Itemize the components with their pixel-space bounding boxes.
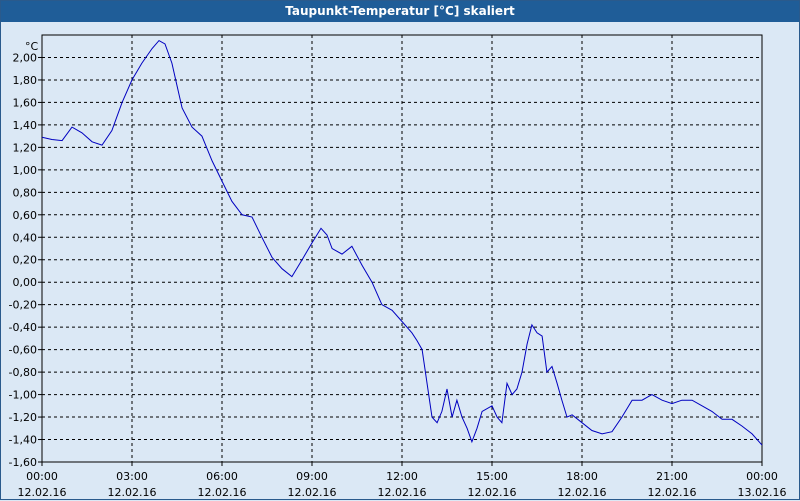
x-tick-date-label: 13.02.16 bbox=[738, 486, 787, 499]
y-tick-label: -1,00 bbox=[9, 389, 37, 402]
y-tick-label: -0,80 bbox=[9, 366, 37, 379]
x-tick-date-label: 12.02.16 bbox=[648, 486, 697, 499]
y-tick-label: 2,00 bbox=[13, 51, 38, 64]
y-tick-label: -0,20 bbox=[9, 299, 37, 312]
x-tick-date-label: 12.02.16 bbox=[558, 486, 607, 499]
x-tick-time-label: 00:00 bbox=[746, 470, 778, 483]
y-tick-label: 1,20 bbox=[13, 141, 38, 154]
x-tick-time-label: 06:00 bbox=[206, 470, 238, 483]
y-tick-label: -0,40 bbox=[9, 321, 37, 334]
dewpoint-series-line bbox=[41, 39, 763, 446]
grid-lines bbox=[41, 35, 763, 463]
x-tick-date-label: 12.02.16 bbox=[378, 486, 427, 499]
y-tick-label: 1,80 bbox=[13, 74, 38, 87]
x-tick-date-label: 12.02.16 bbox=[288, 486, 337, 499]
y-tick-label: 0,00 bbox=[13, 276, 38, 289]
y-tick-label: 1,60 bbox=[13, 96, 38, 109]
x-tick-time-label: 15:00 bbox=[476, 470, 508, 483]
y-tick-labels: 2,00 1,80 1,60 1,40 1,20 1,00 0,80 0,60 0,40 0,20… bbox=[9, 51, 42, 469]
y-tick-label: -1,40 bbox=[9, 434, 37, 447]
x-tick-date-label: 12.02.16 bbox=[198, 486, 247, 499]
x-tick-time-label: 12:00 bbox=[386, 470, 418, 483]
x-tick-time-label: 18:00 bbox=[566, 470, 598, 483]
y-tick-label: -1,20 bbox=[9, 411, 37, 424]
x-tick-time-label: 00:00 bbox=[26, 470, 58, 483]
x-tick-labels: 00:00 12.02.16 03:00 12.02.16 06:00 12.02.16 0… bbox=[18, 462, 787, 499]
x-tick-time-label: 21:00 bbox=[656, 470, 688, 483]
y-tick-label: 0,20 bbox=[13, 254, 38, 267]
y-tick-label: 1,40 bbox=[13, 119, 38, 132]
y-tick-label: -0,60 bbox=[9, 344, 37, 357]
y-tick-label: 1,00 bbox=[13, 164, 38, 177]
y-tick-label: 0,40 bbox=[13, 231, 38, 244]
x-tick-date-label: 12.02.16 bbox=[108, 486, 157, 499]
y-tick-label: -1,60 bbox=[9, 456, 37, 469]
x-tick-date-label: 12.02.16 bbox=[18, 486, 67, 499]
window-title: Taupunkt-Temperatur [°C] skaliert bbox=[1, 1, 799, 22]
x-tick-time-label: 03:00 bbox=[116, 470, 148, 483]
y-tick-label: 0,80 bbox=[13, 186, 38, 199]
x-tick-date-label: 12.02.16 bbox=[468, 486, 517, 499]
y-tick-label: 0,60 bbox=[13, 209, 38, 222]
x-tick-time-label: 09:00 bbox=[296, 470, 328, 483]
y-axis-unit-label: °C bbox=[25, 40, 39, 53]
